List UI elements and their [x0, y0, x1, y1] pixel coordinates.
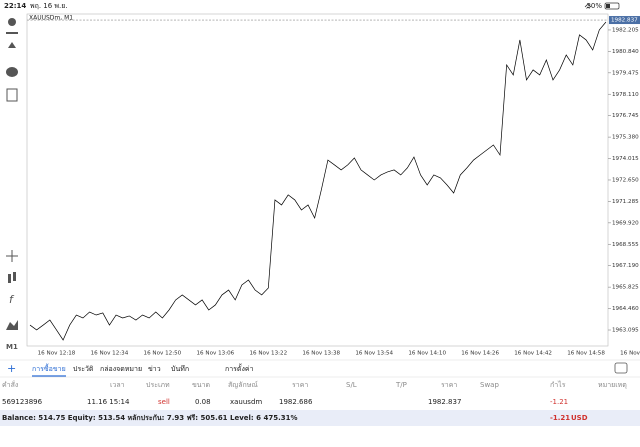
battery-level: [606, 4, 610, 8]
wifi-icon: [584, 3, 592, 9]
x-tick-label: 16 Nov 13:22: [249, 351, 287, 357]
column-header: สัญลักษณ์: [228, 381, 258, 389]
cell-volume: 0.08: [195, 398, 211, 406]
y-tick-label: 1967.190: [612, 263, 639, 269]
column-header: Swap: [480, 381, 499, 389]
menu-icon[interactable]: [614, 362, 628, 374]
y-tick-label: 1974.015: [612, 156, 639, 162]
account-icon-base: [6, 32, 18, 34]
cell-type: sell: [158, 398, 170, 406]
battery-text: 30%: [586, 2, 602, 10]
y-tick-label: 1971.285: [612, 199, 639, 205]
account-icon[interactable]: [8, 18, 16, 26]
y-tick-label: 1980.840: [612, 49, 639, 55]
x-tick-label: 16 Nov 13:54: [355, 351, 393, 357]
status-time: 22:14: [4, 2, 26, 10]
x-tick-label: 16 Nov 12:50: [144, 351, 182, 357]
tab[interactable]: การซื้อขาย: [32, 362, 66, 373]
y-tick-label: 1978.110: [612, 92, 639, 98]
last-price-label: 1982.837: [611, 18, 638, 24]
indicator-icon[interactable]: [8, 274, 11, 283]
status-date: พฤ. 16 พ.ย.: [30, 2, 68, 10]
trade-icon[interactable]: [8, 42, 16, 48]
x-tick-label: 16 Nov 12:18: [38, 351, 76, 357]
tab[interactable]: ข่าว: [148, 365, 161, 373]
function-icon[interactable]: f: [9, 293, 15, 306]
indicator-icon-2: [13, 272, 16, 281]
tab[interactable]: ประวัติ: [73, 365, 94, 373]
account-summary: Balance: 514.75 Equity: 513.54 หลักประกั…: [2, 414, 297, 422]
footer-bar: [0, 410, 640, 426]
column-header: คำสั่ง: [2, 380, 18, 389]
tab[interactable]: กล่องจดหมาย: [100, 365, 142, 373]
left-toolbar: f: [6, 18, 18, 330]
x-tick-label: 16 Nov 13:38: [302, 351, 340, 357]
y-tick-label: 1969.920: [612, 220, 639, 226]
tab[interactable]: การตั้งค่า: [225, 362, 254, 373]
price-line: [29, 21, 607, 341]
chat-icon[interactable]: [6, 67, 18, 77]
cell-order: 569123896: [2, 398, 43, 406]
cell-symbol: xauusdm: [230, 398, 262, 406]
column-header: ขนาด: [192, 381, 210, 389]
y-tick-label: 1968.555: [612, 242, 639, 248]
column-header: กำไร: [550, 380, 566, 389]
x-tick-label: 16 Nov 14:10: [408, 351, 446, 357]
objects-icon[interactable]: [6, 320, 18, 330]
column-header: ราคา: [292, 381, 308, 389]
x-tick-label: 16 Nov 14:58: [567, 351, 605, 357]
x-tick-label: 16 Nov 12:34: [91, 351, 129, 357]
chart-title: XAUUSDm, M1: [29, 15, 73, 22]
last-price-box: [609, 16, 640, 25]
x-tick-label: 16 Nov 14:42: [514, 351, 552, 357]
column-header: ราคา: [441, 381, 457, 389]
cell-price: 1982.837: [428, 398, 461, 406]
column-header: หมายเหตุ: [598, 381, 627, 389]
y-tick-label: 1965.825: [612, 285, 639, 291]
add-button[interactable]: +: [7, 362, 16, 375]
y-tick-label: 1979.475: [612, 70, 639, 76]
cell-profit: -1.21: [550, 398, 568, 406]
crosshair-icon[interactable]: [6, 250, 18, 262]
new-icon[interactable]: [6, 88, 18, 102]
column-header: ประเภท: [146, 381, 170, 389]
x-tick-label: 16 Nov 14:26: [461, 351, 499, 357]
y-tick-label: 1975.380: [612, 135, 639, 141]
tab[interactable]: บันทึก: [171, 364, 189, 373]
y-tick-label: 1976.745: [612, 113, 639, 119]
y-tick-label: 1982.205: [612, 27, 639, 33]
currency: USD: [571, 414, 588, 422]
x-tick-label: 16 Nov 15:14: [620, 351, 640, 357]
y-tick-label: 1964.460: [612, 306, 639, 312]
column-header: S/L: [346, 381, 357, 389]
column-header: T/P: [395, 381, 407, 389]
cell-open-price: 1982.686: [279, 398, 313, 406]
y-tick-label: 1963.095: [612, 328, 639, 334]
timeframe[interactable]: M1: [6, 343, 18, 351]
x-tick-label: 16 Nov 13:06: [197, 351, 235, 357]
cell-time: 11.16 15:14: [87, 398, 130, 406]
total-profit: -1.21: [550, 414, 570, 422]
battery-icon: [604, 2, 620, 10]
column-header: เวลา: [110, 381, 125, 389]
y-tick-label: 1972.650: [612, 177, 639, 183]
